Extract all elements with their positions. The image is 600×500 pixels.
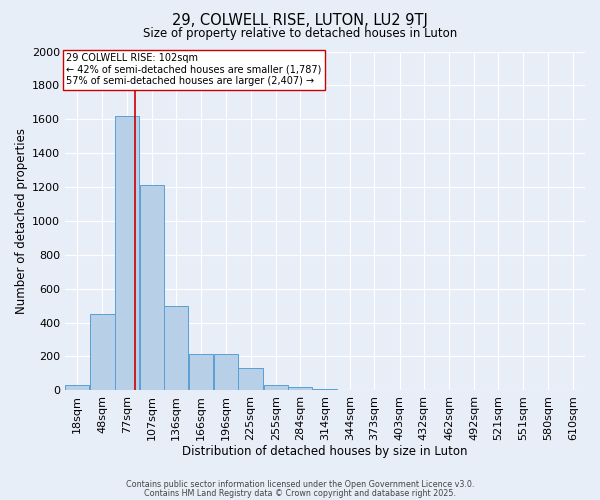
Bar xyxy=(214,354,238,391)
Text: Size of property relative to detached houses in Luton: Size of property relative to detached ho… xyxy=(143,28,457,40)
Bar xyxy=(140,186,164,390)
X-axis label: Distribution of detached houses by size in Luton: Distribution of detached houses by size … xyxy=(182,444,468,458)
Bar xyxy=(288,387,312,390)
Bar xyxy=(263,386,288,390)
Text: 29 COLWELL RISE: 102sqm
← 42% of semi-detached houses are smaller (1,787)
57% of: 29 COLWELL RISE: 102sqm ← 42% of semi-de… xyxy=(66,53,322,86)
Bar xyxy=(65,386,89,390)
Bar xyxy=(238,368,263,390)
Bar xyxy=(189,354,214,391)
Text: Contains public sector information licensed under the Open Government Licence v3: Contains public sector information licen… xyxy=(126,480,474,489)
Bar xyxy=(115,116,139,390)
Text: Contains HM Land Registry data © Crown copyright and database right 2025.: Contains HM Land Registry data © Crown c… xyxy=(144,488,456,498)
Bar xyxy=(313,388,337,390)
Bar xyxy=(164,306,188,390)
Bar xyxy=(90,314,115,390)
Y-axis label: Number of detached properties: Number of detached properties xyxy=(15,128,28,314)
Text: 29, COLWELL RISE, LUTON, LU2 9TJ: 29, COLWELL RISE, LUTON, LU2 9TJ xyxy=(172,12,428,28)
